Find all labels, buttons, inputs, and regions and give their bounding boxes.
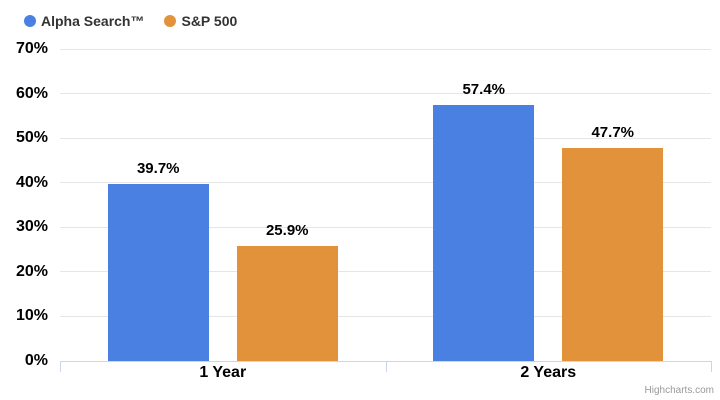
y-axis-label-30: 30% (15, 218, 48, 236)
legend-label-sp500: S&P 500 (181, 13, 238, 29)
y-axis-label-50: 50% (15, 129, 48, 147)
data-label-alpha-search-2-years: 57.4% (462, 81, 506, 99)
data-label-alpha-search-1-year: 39.7% (136, 160, 180, 178)
y-axis-label-70: 70% (15, 40, 48, 57)
x-axis-label-2-years: 2 Years (520, 364, 577, 381)
y-axis-label-10: 10% (15, 307, 48, 325)
x-axis-tick (60, 361, 61, 372)
gridline-70 (60, 48, 711, 50)
y-axis-label-60: 60% (15, 84, 48, 102)
legend-marker-alpha-search-icon (24, 15, 36, 27)
bar-s-p-500-1-year[interactable] (236, 245, 338, 361)
y-axis-label-0: 0% (24, 352, 48, 369)
gridline-20 (60, 271, 711, 273)
data-label-s-p-500-1-year: 25.9% (265, 221, 309, 239)
y-axis-label-20: 20% (15, 262, 48, 280)
legend-item-sp500[interactable]: S&P 500 (164, 13, 237, 29)
legend: Alpha Search™ S&P 500 (24, 13, 237, 29)
bar-alpha-search-1-year[interactable] (107, 184, 209, 361)
gridline-10 (60, 315, 711, 317)
data-label-s-p-500-2-years: 47.7% (591, 124, 635, 142)
gridline-50 (60, 137, 711, 139)
legend-marker-sp500-icon (164, 15, 177, 27)
gridline-40 (60, 182, 711, 184)
legend-label-alpha-search: Alpha Search™ (41, 13, 145, 29)
legend-item-alpha-search[interactable]: Alpha Search™ (24, 13, 144, 29)
y-axis-label-40: 40% (15, 173, 48, 191)
x-axis-tick (711, 361, 712, 372)
bar-s-p-500-2-years[interactable] (562, 148, 664, 361)
gridline-30 (60, 226, 711, 228)
credits-link[interactable]: Highcharts.com (644, 385, 714, 396)
bar-alpha-search-2-years[interactable] (433, 105, 535, 361)
gridline-60 (60, 93, 711, 95)
x-axis-tick (385, 361, 387, 372)
x-axis-label-1-year: 1 Year (199, 364, 247, 381)
